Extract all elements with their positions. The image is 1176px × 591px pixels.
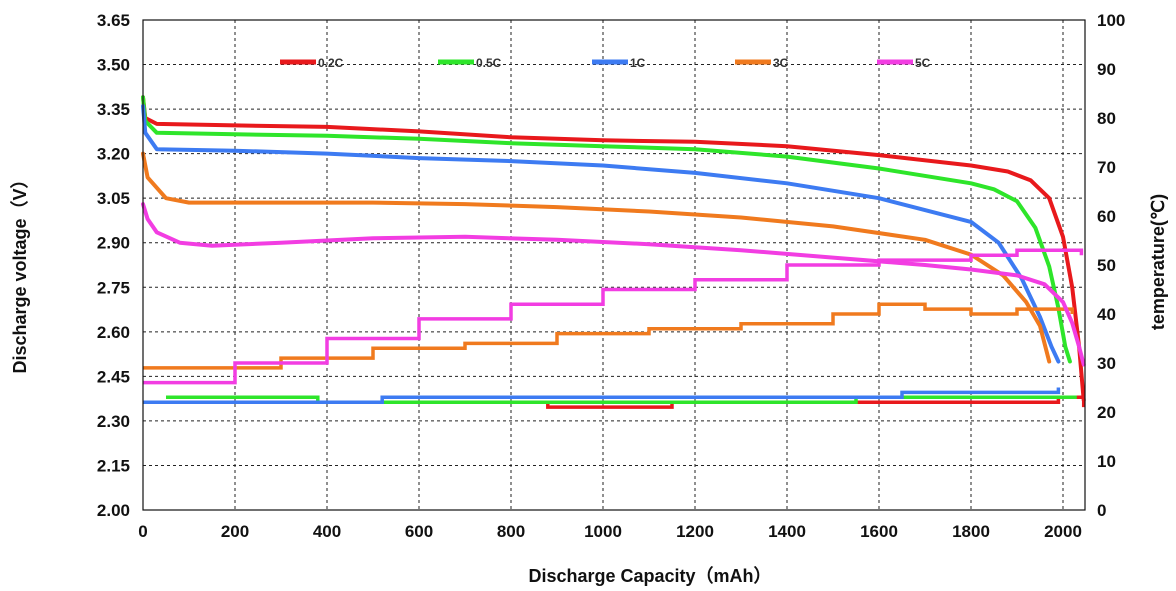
legend-label-0.2C: 0.2C: [318, 56, 344, 70]
y2-tick-label: 60: [1097, 207, 1116, 226]
y-tick-label: 2.90: [97, 234, 130, 253]
y-tick-label: 3.05: [97, 189, 130, 208]
legend-label-1C: 1C: [630, 56, 646, 70]
series-1C-voltage-line: [141, 104, 1061, 364]
series-0.2C-temperature-line: [143, 395, 1086, 409]
y-tick-label: 2.00: [97, 501, 130, 520]
x-tick-label: 600: [405, 522, 433, 541]
y2-tick-label: 90: [1097, 60, 1116, 79]
series-3C-voltage-line: [141, 151, 1052, 364]
y-axis-title: Discharge voltage（V）: [10, 170, 30, 373]
x-tick-label: 0: [138, 522, 147, 541]
x-tick-label: 1400: [768, 522, 806, 541]
y2-tick-label: 100: [1097, 11, 1125, 30]
x-tick-label: 800: [497, 522, 525, 541]
y-tick-label: 3.20: [97, 145, 130, 164]
y-tick-label: 3.50: [97, 56, 130, 75]
legend-label-5C: 5C: [915, 56, 931, 70]
y-tick-label: 2.45: [97, 367, 130, 386]
series-0.2C-voltage-line: [141, 95, 1086, 403]
y-tick-labels: 2.00 2.15 2.30 2.45 2.60 2.75 2.90 3.05 3.20 3.35…: [97, 11, 130, 520]
series-3C-temperature-line: [143, 302, 1074, 370]
legend-label-3C: 3C: [773, 56, 789, 70]
y-tick-label: 2.75: [97, 278, 130, 297]
y-tick-label: 2.30: [97, 412, 130, 431]
y2-tick-label: 50: [1097, 256, 1116, 275]
y2-tick-label: 80: [1097, 109, 1116, 128]
series-5C-voltage-line: [141, 202, 1086, 367]
legend: 0.2C 0.5C 1C 3C 5C: [280, 56, 931, 70]
series-1C-temperature-line: [143, 387, 1061, 404]
plot-frame: [142, 19, 1086, 511]
y2-tick-label: 40: [1097, 305, 1116, 324]
x-tick-label: 200: [221, 522, 249, 541]
x-tick-label: 2000: [1044, 522, 1082, 541]
x-tick-label: 1200: [676, 522, 714, 541]
y2-tick-labels: 0 10 20 30 40 50 60 70 80 90 100: [1097, 11, 1125, 520]
y2-tick-label: 20: [1097, 403, 1116, 422]
legend-label-0.5C: 0.5C: [476, 56, 502, 70]
y2-axis-title: temperature(℃): [1148, 194, 1168, 330]
x-tick-label: 1000: [584, 522, 622, 541]
x-tick-label: 400: [313, 522, 341, 541]
y2-tick-label: 10: [1097, 452, 1116, 471]
series-layer: [141, 95, 1086, 409]
y2-tick-label: 70: [1097, 158, 1116, 177]
y-tick-label: 2.60: [97, 323, 130, 342]
y2-tick-label: 30: [1097, 354, 1116, 373]
y-tick-label: 3.65: [97, 11, 130, 30]
y-tick-label: 3.35: [97, 100, 130, 119]
x-tick-label: 1800: [952, 522, 990, 541]
grid-layer: [143, 20, 1085, 510]
y-tick-label: 2.15: [97, 456, 130, 475]
y2-tick-label: 0: [1097, 501, 1106, 520]
x-axis-title: Discharge Capacity（mAh）: [528, 566, 771, 586]
x-tick-labels: 0 200 400 600 800 1000 1200 1400 1600 1800 2000: [138, 522, 1082, 541]
x-tick-label: 1600: [860, 522, 898, 541]
series-0.5C-voltage-line: [141, 95, 1072, 364]
series-5C-temperature-line: [143, 248, 1084, 385]
